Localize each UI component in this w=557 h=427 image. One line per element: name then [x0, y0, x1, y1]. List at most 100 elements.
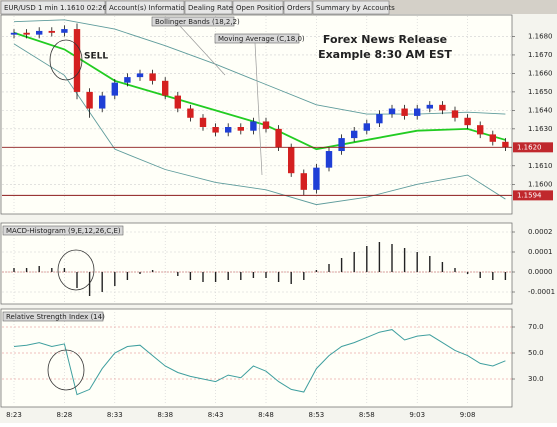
- candle-body: [376, 114, 383, 124]
- x-tick-label: 8:58: [359, 411, 375, 419]
- tab-label[interactable]: Open Positions: [236, 4, 288, 12]
- x-tick-label: 8:28: [57, 411, 73, 419]
- candle-body: [199, 117, 207, 128]
- candle-body: [489, 134, 496, 142]
- candle-body: [124, 77, 131, 83]
- y-tick-label: 1.1660: [528, 69, 553, 77]
- tab[interactable]: [283, 0, 313, 15]
- macd-panel: [0, 222, 513, 305]
- x-tick-label: 9:08: [460, 411, 476, 419]
- y-tick-label: 0.0002: [528, 228, 553, 236]
- candle-body: [275, 128, 282, 148]
- tab-label[interactable]: Orders: [287, 4, 311, 12]
- candle-body: [174, 95, 181, 109]
- price-label: 1.1620: [517, 143, 542, 151]
- candle-body: [187, 108, 194, 118]
- candle-body: [477, 125, 484, 135]
- price-label: 1.1594: [517, 191, 542, 199]
- candle-body: [401, 108, 408, 116]
- x-tick-label: 8:23: [6, 411, 22, 419]
- candle-body: [338, 138, 345, 152]
- pointer-line: [254, 42, 263, 176]
- plot-layer: 8:23 8:28 8:33 8:38 8:43 8:48 8:53 8:58 9:03 9:08…: [2, 16, 555, 419]
- x-tick-label: 8:38: [157, 411, 173, 419]
- tab[interactable]: [184, 0, 233, 15]
- candle-body: [388, 108, 396, 115]
- panel-title: Relative Strength Index (14): [6, 313, 105, 321]
- candle-body: [48, 30, 55, 33]
- indicator-label: Moving Average (C,18,0): [218, 35, 305, 43]
- candle-body: [162, 80, 169, 96]
- x-tick-label: 8:48: [258, 411, 274, 419]
- candle-body: [351, 130, 358, 139]
- candle-body: [464, 117, 471, 126]
- y-tick-label: 30.0: [528, 375, 544, 383]
- tab[interactable]: [105, 0, 185, 15]
- y-tick-label: 0.0000: [528, 268, 553, 276]
- panel-title: MACD-Histogram (9,E,12,26,C,E): [6, 227, 121, 235]
- candle-body: [136, 73, 144, 78]
- y-tick-label: 1.1650: [528, 88, 553, 96]
- candle-body: [288, 147, 295, 174]
- y-tick-label: 1.1630: [528, 125, 553, 133]
- tab-label[interactable]: Summary by Accounts: [316, 4, 395, 12]
- price-panel: [0, 14, 513, 215]
- x-tick-label: 9:03: [409, 411, 425, 419]
- indicator-label-box: [151, 16, 235, 27]
- tab[interactable]: [312, 0, 390, 15]
- annotation: SELL: [84, 52, 108, 62]
- candle-body: [212, 127, 219, 133]
- highlight-circle: [57, 249, 95, 291]
- candle-body: [111, 82, 118, 96]
- candle-body: [502, 141, 509, 148]
- candle-body: [149, 73, 156, 81]
- x-tick-label: 8:43: [208, 411, 224, 419]
- candle-body: [73, 29, 81, 92]
- y-tick-label: -0.0001: [528, 288, 555, 296]
- chart-subtitle: Example 8:30 AM EST: [318, 48, 452, 61]
- y-tick-label: 70.0: [528, 323, 544, 331]
- y-tick-label: 1.1640: [528, 106, 553, 114]
- pointer-line: [179, 25, 226, 76]
- candle-body: [451, 110, 459, 118]
- candle-body: [250, 121, 257, 131]
- bollinger-lower: [13, 43, 506, 206]
- candle-body: [426, 104, 433, 109]
- candle-body: [313, 167, 320, 190]
- tab-label[interactable]: Account(s) Information: [109, 4, 189, 12]
- indicator-label-box: [214, 33, 300, 44]
- candle-body: [439, 104, 446, 111]
- indicator-label-box: [2, 225, 124, 236]
- y-tick-label: 50.0: [528, 349, 544, 357]
- candle-body: [86, 91, 93, 109]
- tab[interactable]: [232, 0, 284, 15]
- indicator-label: Bollinger Bands (18,2,2): [155, 18, 240, 26]
- price-label-box: [513, 142, 553, 153]
- bollinger-upper: [13, 19, 506, 115]
- price-label-box: [513, 190, 553, 201]
- highlight-circle: [47, 349, 85, 391]
- candle-body: [262, 121, 270, 129]
- rsi-panel: [0, 308, 513, 408]
- y-tick-label: 0.0001: [528, 248, 553, 256]
- candle-body: [414, 108, 421, 116]
- chart-title: Forex News Release: [323, 33, 447, 46]
- candle-body: [237, 127, 244, 131]
- tab[interactable]: [0, 0, 106, 15]
- candle-body: [61, 29, 68, 33]
- candle-body: [99, 95, 106, 109]
- candle-body: [300, 173, 307, 190]
- tab-label[interactable]: Dealing Rates: [188, 4, 237, 12]
- candle-body: [225, 127, 232, 133]
- candle-body: [36, 30, 43, 35]
- indicator-label-box: [2, 311, 104, 322]
- y-tick-label: 1.1610: [528, 162, 553, 170]
- y-tick-label: 1.1670: [528, 51, 553, 59]
- candle-body: [325, 151, 333, 168]
- highlight-circle: [49, 39, 83, 81]
- y-tick-label: 1.1680: [528, 32, 553, 40]
- candle-body: [23, 32, 30, 35]
- tab-label[interactable]: EUR/USD 1 min 1.1610 02:26:00: [4, 4, 118, 12]
- x-tick-label: 8:33: [107, 411, 123, 419]
